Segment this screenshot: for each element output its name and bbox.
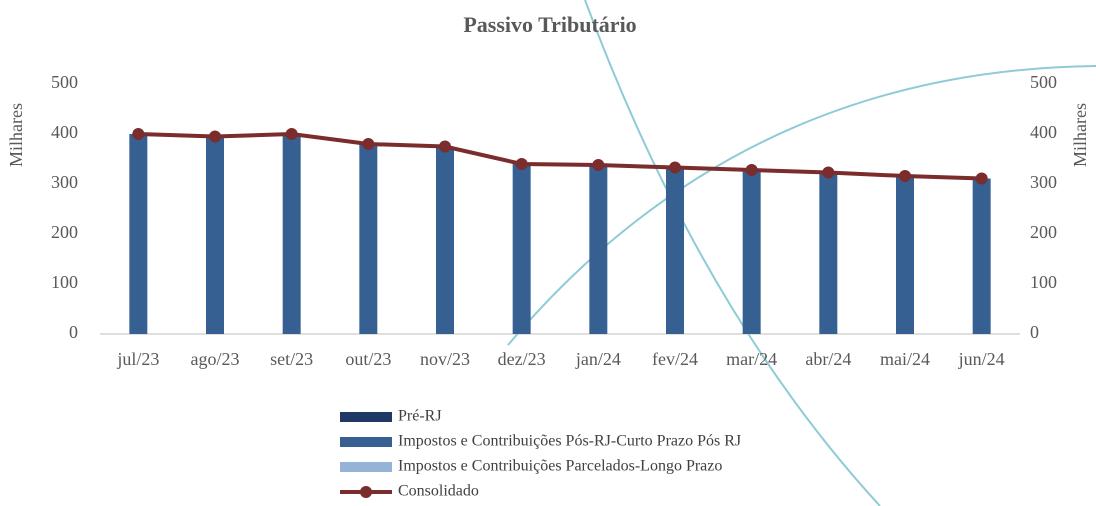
y-tick-label: 500 xyxy=(51,72,78,92)
y2-axis-label: Milhares xyxy=(1070,103,1090,167)
bar-segment xyxy=(513,164,531,334)
line-marker xyxy=(669,162,681,174)
x-tick-label: nov/23 xyxy=(420,349,470,369)
y-axis-label: Milhares xyxy=(6,103,26,167)
bar-segment xyxy=(206,137,224,335)
x-tick-label: mar/24 xyxy=(726,349,777,369)
line-marker xyxy=(976,173,988,185)
line-marker xyxy=(362,138,374,150)
line-marker xyxy=(209,131,221,143)
x-tick-label: set/23 xyxy=(270,349,313,369)
y2-tick-label: 200 xyxy=(1030,222,1057,242)
x-tick-label: jan/24 xyxy=(575,349,621,369)
y2-tick-label: 100 xyxy=(1030,272,1057,292)
x-tick-label: fev/24 xyxy=(652,349,698,369)
line-marker xyxy=(592,159,604,171)
legend-label: Impostos e Contribuições Pós-RJ-Curto Pr… xyxy=(398,433,741,450)
legend-swatch xyxy=(340,412,392,422)
y2-tick-label: 400 xyxy=(1030,122,1057,142)
y-tick-label: 300 xyxy=(51,172,78,192)
legend-swatch xyxy=(340,462,392,472)
bar-segment xyxy=(819,173,837,335)
x-tick-label: out/23 xyxy=(345,349,391,369)
legend-swatch xyxy=(360,486,372,498)
bar-segment xyxy=(743,170,761,334)
bar-segment xyxy=(129,134,147,334)
legend-label: Consolidado xyxy=(398,483,479,500)
x-tick-label: jul/23 xyxy=(116,349,159,369)
y-tick-label: 200 xyxy=(51,222,78,242)
y2-tick-label: 500 xyxy=(1030,72,1057,92)
bar-segment xyxy=(283,134,301,334)
bar-segment xyxy=(896,176,914,334)
x-tick-label: ago/23 xyxy=(191,349,240,369)
x-tick-label: abr/24 xyxy=(805,349,851,369)
line-marker xyxy=(439,141,451,153)
line-marker xyxy=(746,164,758,176)
line xyxy=(138,134,981,179)
legend-label: Pré-RJ xyxy=(398,408,442,425)
x-tick-label: mai/24 xyxy=(880,349,930,369)
x-tick-label: dez/23 xyxy=(498,349,546,369)
y2-tick-label: 300 xyxy=(1030,172,1057,192)
x-tick-label: jun/24 xyxy=(958,349,1005,369)
chart: Passivo Tributário Milhares Milhares 0 10… xyxy=(0,0,1096,506)
y2-tick-label: 0 xyxy=(1030,322,1039,342)
y-tick-label: 400 xyxy=(51,122,78,142)
bar-segment xyxy=(359,144,377,334)
legend-swatch xyxy=(340,437,392,447)
y-tick-label: 0 xyxy=(69,322,78,342)
y-tick-label: 100 xyxy=(51,272,78,292)
line-marker xyxy=(899,170,911,182)
bar-segment xyxy=(436,147,454,335)
chart-title: Passivo Tributário xyxy=(463,12,636,37)
legend-label: Impostos e Contribuições Parcelados-Long… xyxy=(398,458,722,475)
bar-segment xyxy=(589,165,607,334)
bar-segment xyxy=(666,168,684,335)
line-marker xyxy=(132,128,144,140)
bar-segment xyxy=(973,179,991,335)
line-marker xyxy=(516,158,528,170)
line-marker xyxy=(286,128,298,140)
line-marker xyxy=(822,167,834,179)
